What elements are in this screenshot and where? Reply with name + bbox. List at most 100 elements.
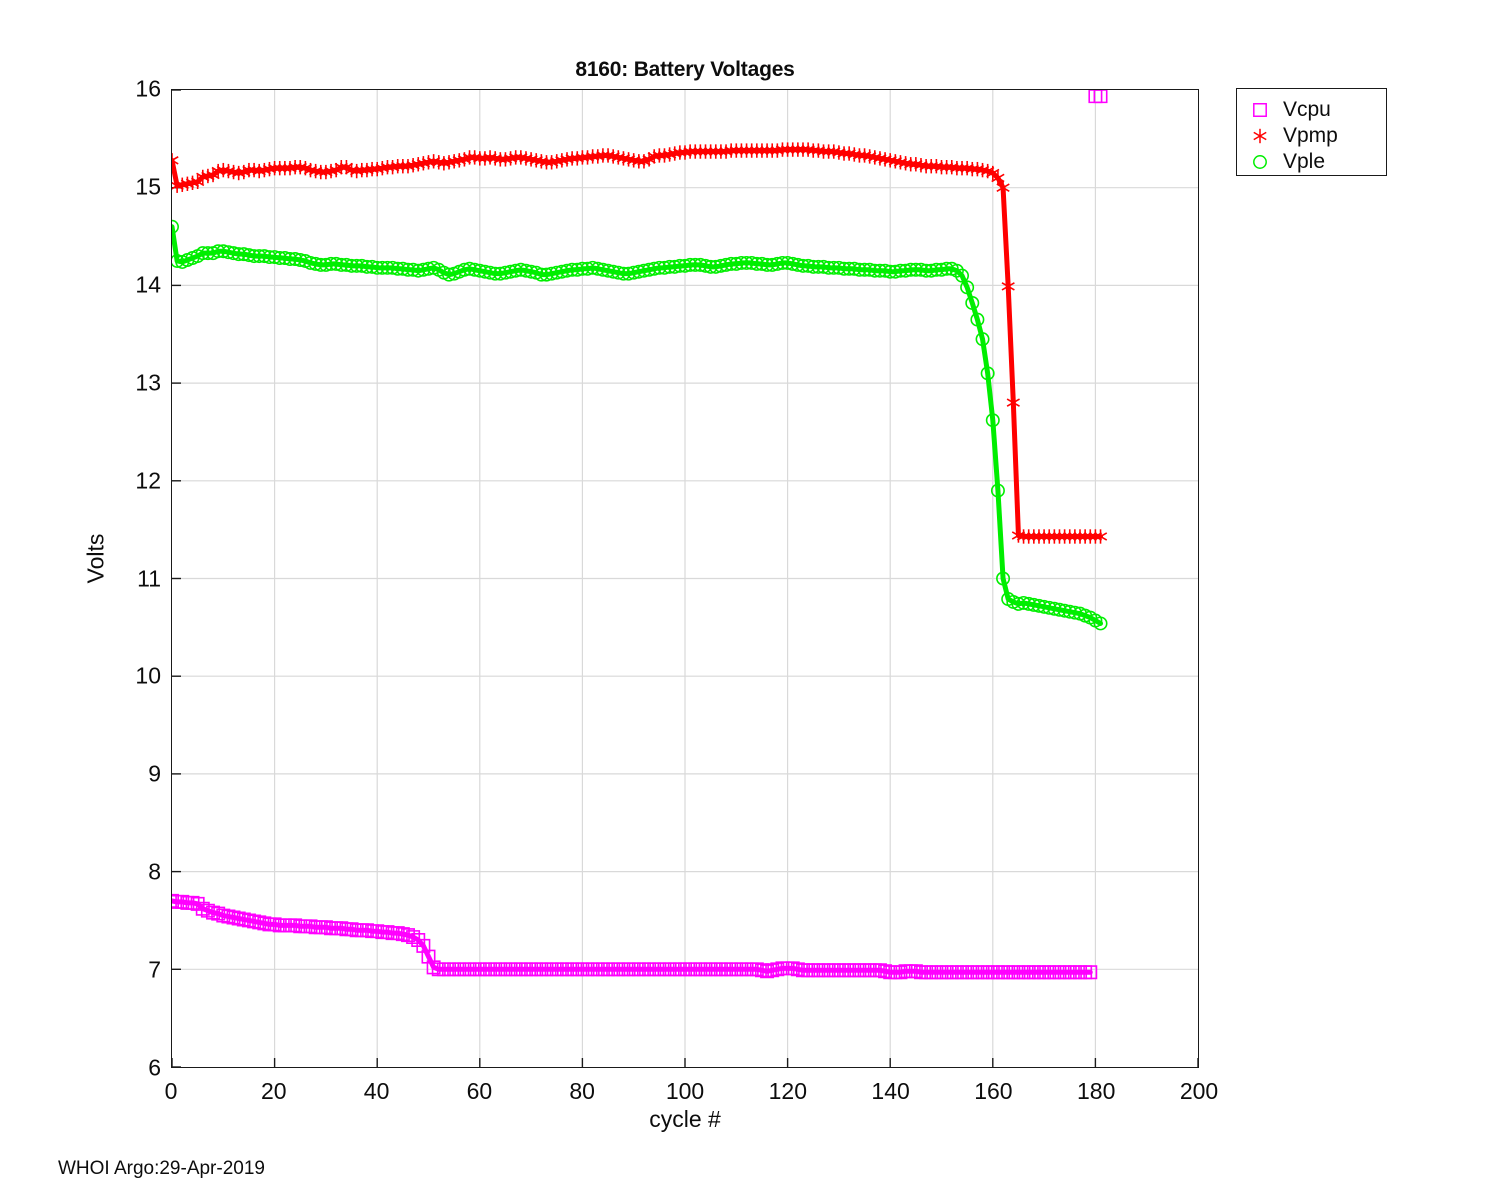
circle-marker-icon	[638, 265, 650, 277]
asterisk-marker-icon	[894, 159, 906, 166]
asterisk-marker-icon	[976, 167, 988, 174]
y-tick-13: 13	[135, 369, 161, 396]
square-marker-icon	[202, 904, 214, 916]
asterisk-marker-icon	[576, 154, 588, 161]
circle-marker-icon	[1254, 155, 1266, 167]
page-title: 8160: Battery Voltages	[575, 58, 795, 81]
circle-marker-icon	[730, 258, 742, 270]
circle-marker-icon	[397, 263, 409, 275]
circle-marker-icon	[853, 264, 865, 276]
circle-marker-icon	[222, 246, 234, 258]
square-marker-icon	[304, 920, 316, 932]
circle-marker-icon	[961, 281, 973, 293]
asterisk-marker-icon	[602, 152, 614, 159]
circle-marker-icon	[812, 261, 824, 273]
circle-marker-icon	[458, 264, 470, 276]
circle-marker-icon	[602, 265, 614, 277]
asterisk-marker-icon	[586, 153, 598, 160]
circle-marker-icon	[494, 267, 506, 279]
circle-marker-icon	[540, 268, 552, 280]
asterisk-marker-icon	[172, 157, 178, 164]
circle-marker-icon	[699, 260, 711, 272]
y-tick-14: 14	[135, 271, 161, 298]
square-marker-icon	[1084, 966, 1096, 978]
asterisk-marker-icon	[612, 154, 624, 161]
circle-marker-icon	[407, 264, 419, 276]
asterisk-marker-icon	[874, 155, 886, 162]
y-tick-6: 6	[148, 1054, 161, 1081]
circle-marker-icon	[350, 260, 362, 272]
asterisk-marker-icon	[633, 158, 645, 165]
asterisk-marker-icon	[1237, 124, 1283, 148]
asterisk-marker-icon	[315, 168, 327, 175]
square-marker-icon	[227, 911, 239, 923]
circle-marker-icon	[761, 259, 773, 271]
circle-marker-icon	[648, 263, 660, 275]
asterisk-marker-icon	[1094, 533, 1106, 540]
circle-marker-icon	[504, 266, 516, 278]
circle-marker-icon	[894, 265, 906, 277]
asterisk-marker-icon	[622, 156, 634, 163]
square-marker-icon	[233, 912, 245, 924]
asterisk-marker-icon	[1254, 132, 1266, 139]
circle-marker-icon	[263, 251, 275, 263]
asterisk-marker-icon	[997, 184, 1009, 191]
square-marker-icon	[397, 928, 409, 940]
circle-marker-icon	[545, 267, 557, 279]
circle-marker-icon	[325, 258, 337, 270]
circle-marker-icon	[833, 262, 845, 274]
asterisk-marker-icon	[1069, 533, 1081, 540]
legend-label: Vcpu	[1283, 97, 1331, 121]
asterisk-marker-icon	[566, 155, 578, 162]
asterisk-marker-icon	[704, 148, 716, 155]
legend-item-vcpu[interactable]: Vcpu	[1237, 95, 1386, 124]
circle-marker-icon	[725, 258, 737, 270]
y-axis-label: Volts	[82, 533, 109, 584]
circle-marker-icon	[233, 248, 245, 260]
asterisk-marker-icon	[694, 148, 706, 155]
circle-marker-icon	[987, 414, 999, 426]
series-line	[172, 150, 1101, 537]
circle-marker-icon	[1053, 604, 1065, 616]
circle-marker-icon	[838, 263, 850, 275]
legend-item-vple[interactable]: Vple	[1237, 147, 1386, 176]
asterisk-marker-icon	[172, 157, 178, 164]
asterisk-marker-icon	[792, 146, 804, 153]
x-tick-60: 60	[466, 1078, 493, 1104]
y-tick-15: 15	[135, 173, 161, 200]
legend-item-vpmp[interactable]: Vpmp	[1237, 121, 1386, 150]
circle-marker-icon	[1033, 600, 1045, 612]
asterisk-marker-icon	[1074, 533, 1086, 540]
circle-marker-icon	[1038, 601, 1050, 613]
circle-marker-icon	[315, 259, 327, 271]
circle-marker-icon	[715, 260, 727, 272]
circle-marker-icon	[197, 247, 209, 259]
circle-marker-icon	[340, 259, 352, 271]
circle-marker-icon	[935, 264, 947, 276]
asterisk-marker-icon	[1058, 533, 1070, 540]
circle-marker-icon	[212, 245, 224, 257]
circle-marker-icon	[956, 269, 968, 281]
asterisk-marker-icon	[1022, 533, 1034, 540]
asterisk-marker-icon	[520, 155, 532, 162]
asterisk-marker-icon	[427, 158, 439, 165]
square-marker-icon	[176, 896, 188, 908]
circle-marker-icon	[284, 253, 296, 265]
circle-marker-icon	[802, 260, 814, 272]
circle-marker-icon	[172, 255, 183, 267]
circle-marker-icon	[525, 266, 537, 278]
series-vple	[172, 221, 1107, 630]
square-marker-icon	[172, 895, 178, 907]
circle-marker-icon	[633, 266, 645, 278]
circle-marker-icon	[1023, 598, 1035, 610]
circle-marker-icon	[1028, 599, 1040, 611]
circle-marker-icon	[889, 266, 901, 278]
circle-marker-icon	[746, 257, 758, 269]
circle-marker-icon	[1069, 607, 1081, 619]
asterisk-marker-icon	[766, 147, 778, 154]
circle-marker-icon	[320, 259, 332, 271]
square-marker-icon	[402, 929, 414, 941]
circle-marker-icon	[920, 265, 932, 277]
gridlines	[172, 90, 1198, 1067]
circle-marker-icon	[704, 261, 716, 273]
